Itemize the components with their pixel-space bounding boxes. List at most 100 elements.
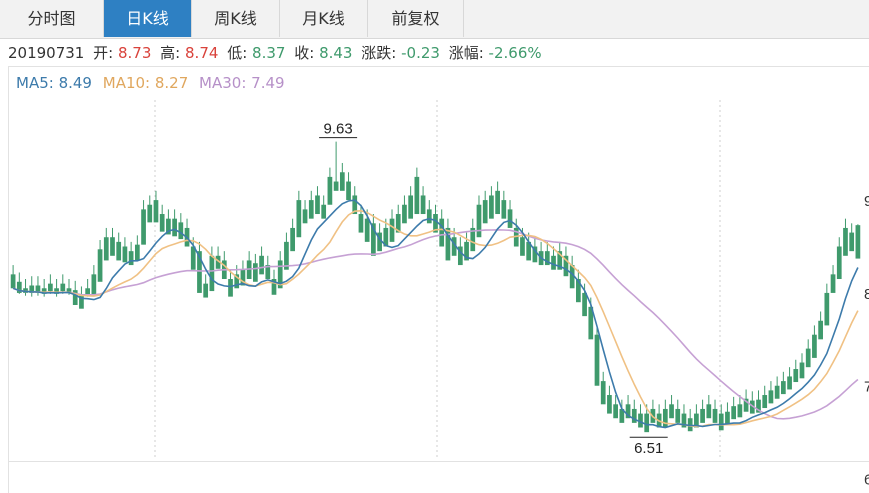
- candle-body: [706, 404, 712, 419]
- candle: [134, 235, 140, 261]
- candle: [513, 218, 519, 247]
- candle-body: [501, 200, 507, 219]
- candle-body: [737, 404, 743, 418]
- candle-body: [675, 408, 681, 423]
- candle: [308, 190, 314, 219]
- ma-legend: MA5: 8.49 MA10: 8.27 MA30: 7.49: [16, 72, 291, 94]
- candle: [259, 246, 264, 275]
- candle-body: [457, 246, 463, 266]
- candle-body: [147, 204, 153, 223]
- candle-body: [619, 408, 625, 423]
- candle: [675, 399, 681, 423]
- candle-body: [134, 244, 140, 261]
- candle: [159, 204, 165, 232]
- candle: [302, 200, 308, 224]
- candle: [240, 260, 246, 286]
- candle-body: [377, 232, 382, 252]
- candle-body: [153, 200, 159, 223]
- candle-body: [128, 251, 134, 266]
- candle-body: [625, 404, 631, 419]
- high-label: 高:: [160, 44, 181, 62]
- candle-body: [91, 274, 97, 296]
- tab-forward-adjust[interactable]: 前复权: [368, 0, 464, 37]
- candle-body: [588, 306, 594, 340]
- candle: [433, 204, 438, 233]
- right-axis-tick: 6: [864, 472, 869, 489]
- candle: [501, 190, 507, 219]
- candle: [718, 404, 724, 431]
- pct-label: 涨幅:: [448, 44, 484, 62]
- candle: [197, 241, 202, 293]
- candle-body: [327, 176, 333, 205]
- candle-body: [762, 395, 768, 409]
- candle: [395, 204, 401, 233]
- candle-body: [364, 218, 370, 242]
- candle-body: [228, 279, 233, 297]
- candle-body: [818, 320, 823, 340]
- candle: [203, 274, 209, 298]
- candle-body: [234, 274, 240, 289]
- candle: [544, 241, 550, 266]
- candle-body: [793, 369, 799, 383]
- candle: [116, 232, 122, 261]
- open-label: 开:: [93, 44, 114, 62]
- candle: [725, 402, 730, 425]
- candle: [358, 204, 364, 233]
- candle: [128, 241, 134, 266]
- candle: [352, 186, 358, 215]
- tab-monthly-k[interactable]: 月K线: [280, 0, 368, 37]
- candle-body: [308, 200, 314, 219]
- candle: [321, 195, 327, 219]
- candle: [184, 218, 190, 247]
- candle-body: [296, 200, 302, 238]
- candle-body: [451, 237, 457, 256]
- candle: [445, 218, 451, 261]
- candle: [576, 269, 581, 303]
- candle-body: [718, 413, 724, 431]
- candle-body: [122, 246, 128, 263]
- candle: [178, 213, 184, 240]
- tab-weekly-k[interactable]: 周K线: [192, 0, 280, 37]
- candle-body: [203, 283, 209, 298]
- candle: [507, 200, 513, 228]
- low-label: 低:: [227, 44, 248, 62]
- candle-body: [116, 241, 122, 261]
- candle-body: [16, 281, 22, 293]
- candle: [364, 209, 370, 242]
- candle-body: [607, 395, 612, 414]
- candle: [265, 255, 271, 279]
- candle: [749, 391, 755, 414]
- candle: [681, 404, 687, 428]
- candle-body: [352, 195, 358, 215]
- candle: [669, 395, 674, 419]
- extreme-label-max: 9.63: [324, 121, 353, 138]
- candle-body: [557, 251, 563, 270]
- candle-body: [35, 285, 41, 293]
- candle: [855, 224, 861, 259]
- candle: [147, 195, 153, 223]
- candle: [731, 396, 737, 420]
- candle-body: [489, 195, 494, 219]
- candle-body: [178, 222, 184, 240]
- candle-body: [190, 246, 196, 270]
- candle: [296, 190, 302, 238]
- candle: [72, 280, 78, 305]
- candle-body: [613, 404, 618, 419]
- tab-daily-k[interactable]: 日K线: [104, 0, 192, 37]
- candle: [85, 279, 91, 297]
- candle: [737, 395, 743, 418]
- candle-body: [638, 413, 643, 428]
- tab-intraday[interactable]: 分时图: [0, 0, 104, 37]
- candle: [793, 359, 799, 383]
- candle-body: [159, 214, 165, 232]
- candle-body: [532, 246, 538, 263]
- candle-body: [215, 255, 221, 269]
- candle: [402, 195, 407, 224]
- candle-body: [787, 376, 792, 390]
- candle: [836, 237, 842, 279]
- candle: [153, 190, 159, 223]
- candle-body: [346, 181, 351, 201]
- close-label: 收:: [294, 44, 315, 62]
- candle-body: [551, 255, 556, 270]
